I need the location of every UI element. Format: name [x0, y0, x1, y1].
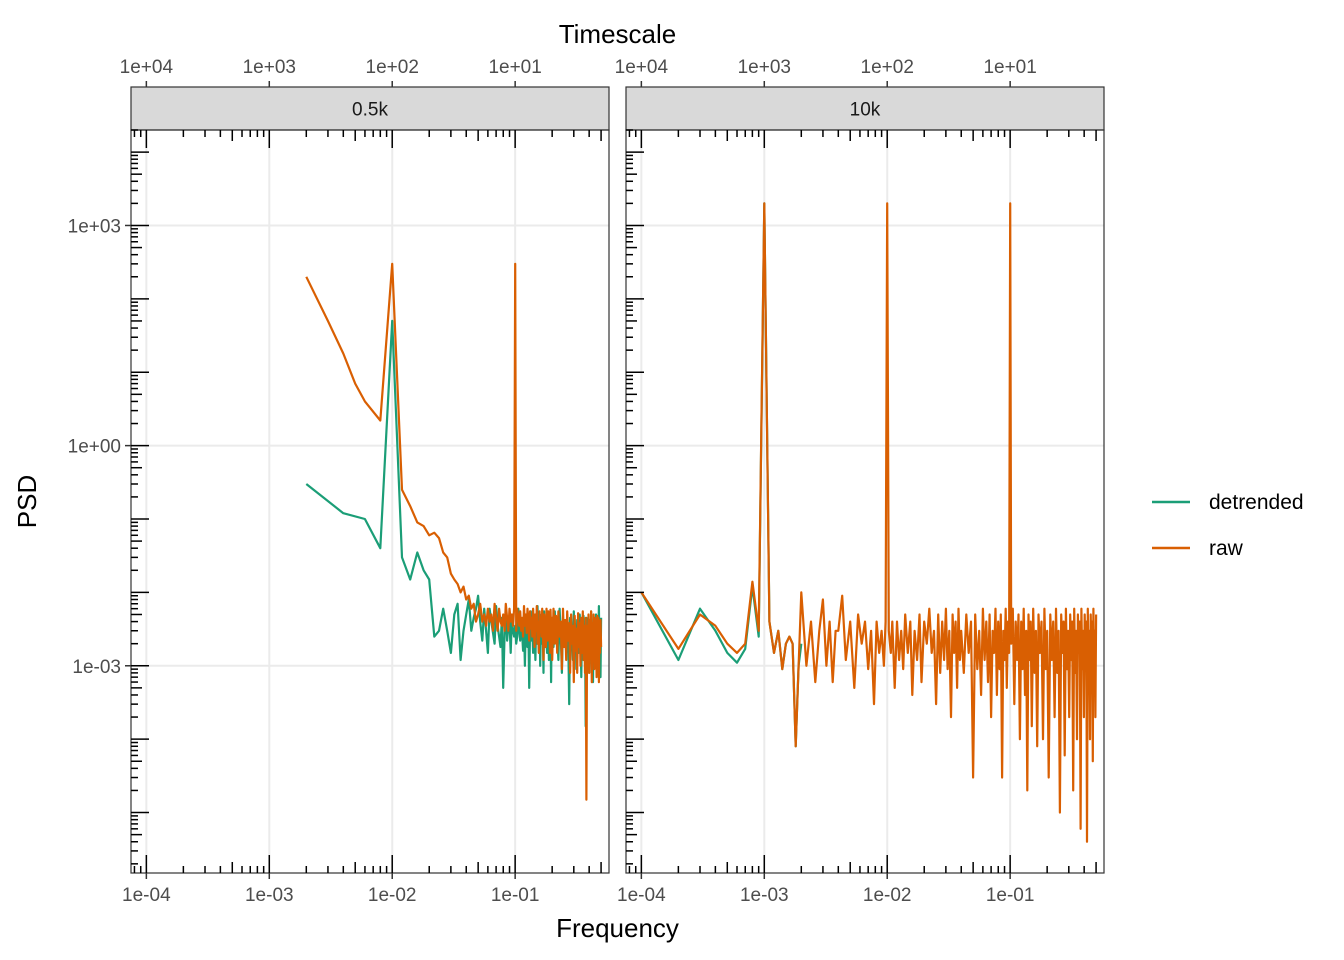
series-line-raw-10k — [640, 202, 1098, 843]
x-tick-label: 1e-01 — [986, 885, 1035, 906]
x-tick-label: 1e-02 — [863, 885, 912, 906]
x-tick-label: 1e-02 — [368, 885, 417, 906]
x-axis-title: Frequency — [556, 913, 679, 943]
x2-tick-label: 1e+03 — [243, 57, 296, 78]
y-tick-label: 1e+03 — [68, 216, 121, 237]
x2-tick-label: 1e+04 — [615, 57, 669, 78]
panel-border — [625, 129, 1105, 874]
panel-border — [130, 129, 610, 874]
x-tick-label: 1e-01 — [491, 885, 540, 906]
y-axis-title: PSD — [12, 475, 42, 528]
facet-strip-label: 0.5k — [352, 100, 388, 121]
x2-tick-label: 1e+02 — [861, 57, 914, 78]
x2-tick-label: 1e+01 — [983, 57, 1036, 78]
x-tick-label: 1e-04 — [122, 885, 171, 906]
x2-axis-title: Timescale — [559, 19, 677, 49]
facet-strip-label: 10k — [850, 100, 881, 121]
x2-tick-label: 1e+01 — [488, 57, 541, 78]
x2-tick-label: 1e+03 — [738, 57, 791, 78]
y-tick-label: 1e+00 — [68, 437, 121, 458]
x-tick-label: 1e-03 — [740, 885, 789, 906]
x2-tick-label: 1e+02 — [366, 57, 419, 78]
legend-label-detrended: detrended — [1209, 491, 1304, 514]
x2-tick-label: 1e+04 — [120, 57, 174, 78]
panel-background — [626, 130, 1104, 873]
series-line-raw-0.5k — [305, 262, 603, 801]
facet-strip — [625, 86, 1105, 131]
chart-layer: 0.5k 1e-04 1e-03 1e-02 1e-01 1e+04 1e+03 1e+02 1… — [12, 19, 1304, 943]
x-tick-label: 1e-03 — [245, 885, 294, 906]
y-tick-label: 1e-03 — [72, 657, 121, 678]
panel-background — [131, 130, 609, 873]
legend-label-raw: raw — [1209, 537, 1244, 560]
x-tick-label: 1e-04 — [617, 885, 666, 906]
